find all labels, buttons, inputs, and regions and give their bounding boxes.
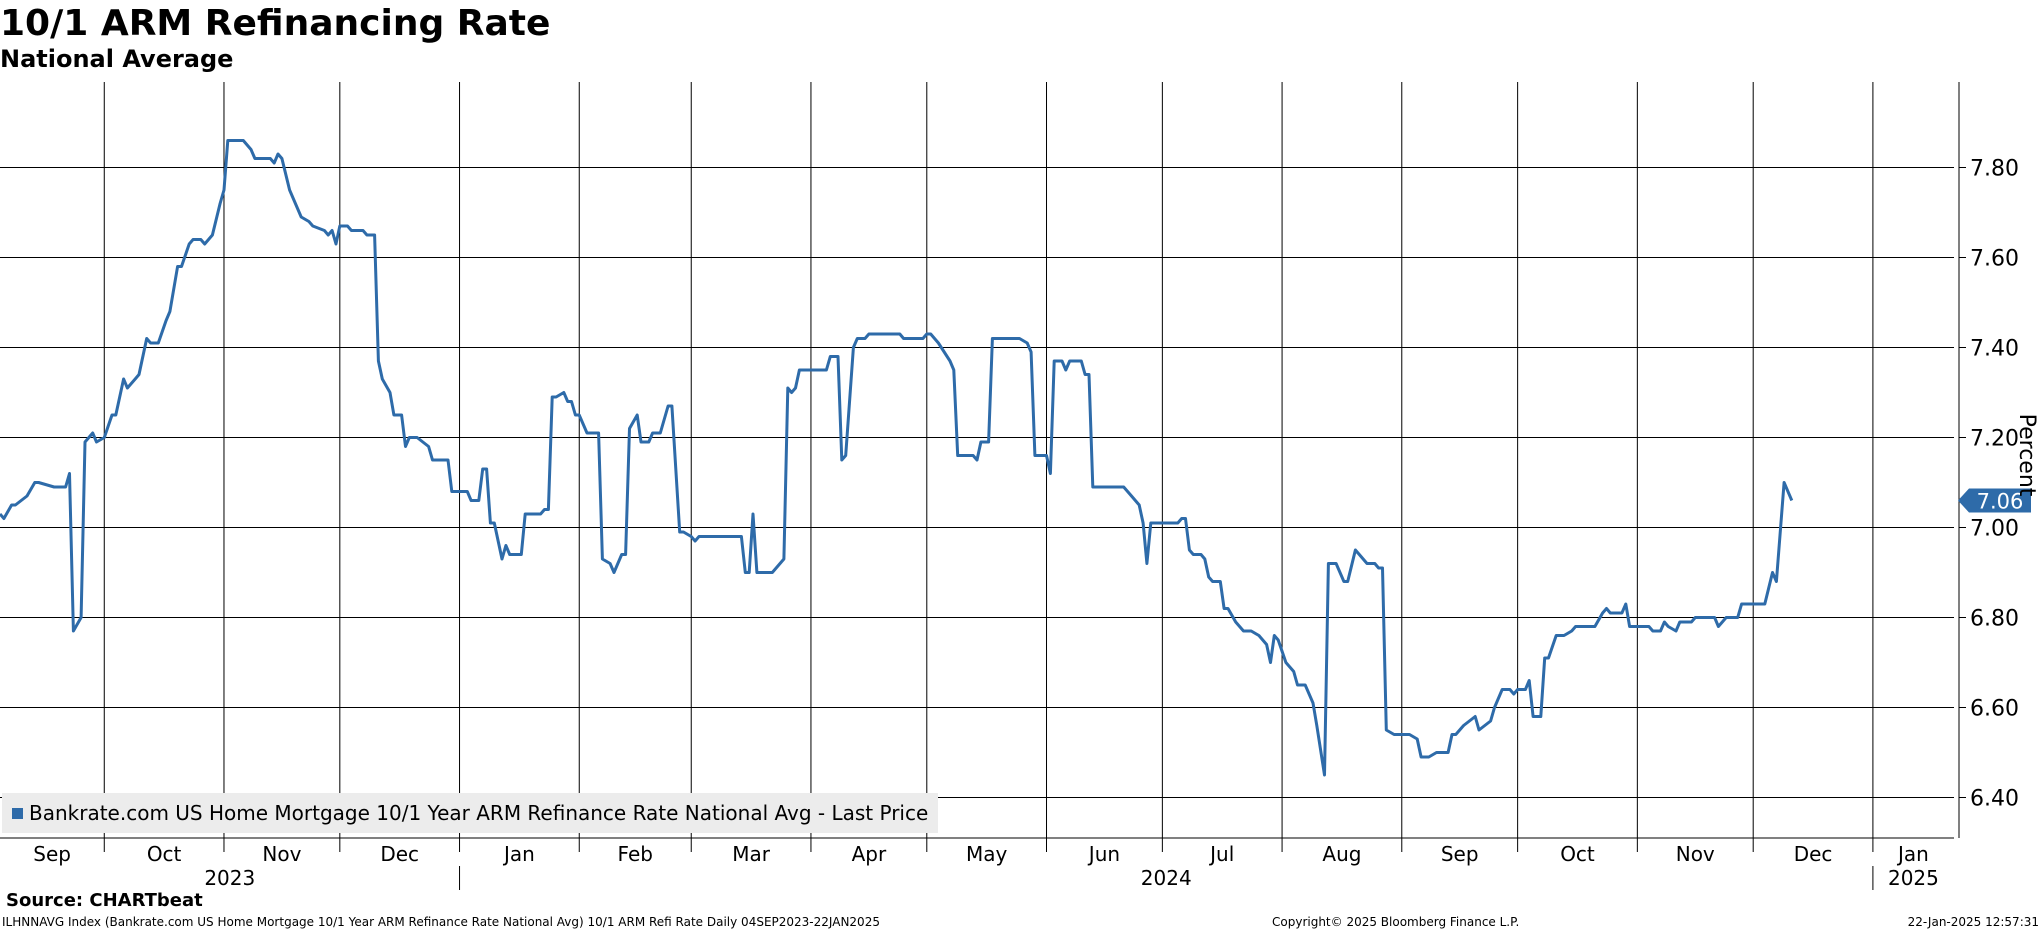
legend-swatch: [12, 807, 23, 819]
legend-label: Bankrate.com US Home Mortgage 10/1 Year …: [29, 801, 929, 825]
last-value-badge: [1958, 488, 2031, 513]
y-tick-label: 6.40: [1970, 787, 2019, 812]
y-axis: 6.40 6.60 6.80 7.00 7.20 7.40 7.60 7.80: [1958, 82, 2019, 838]
last-value-label: 7.06: [1977, 490, 2024, 514]
month-tick-label: Jun: [1087, 842, 1120, 866]
y-tick-label: 6.80: [1970, 607, 2019, 632]
copyright: Copyright© 2025 Bloomberg Finance L.P.: [1272, 915, 1520, 929]
page-subtitle: National Average: [0, 45, 234, 73]
timestamp: 22-Jan-2025 12:57:31: [1907, 915, 2039, 929]
page-title: 10/1 ARM Refinancing Rate: [0, 3, 551, 44]
legend: Bankrate.com US Home Mortgage 10/1 Year …: [2, 793, 939, 833]
y-tick-label: 7.20: [1970, 427, 2019, 452]
year-tick-label: 2024: [1141, 866, 1192, 890]
month-tick-label: Dec: [380, 842, 419, 866]
y-tick-label: 7.60: [1970, 247, 2019, 272]
month-tick-label: Dec: [1794, 842, 1833, 866]
month-tick-label: May: [966, 842, 1008, 866]
year-tick-label: 2025: [1888, 866, 1939, 890]
horizontal-gridlines: [0, 167, 1954, 798]
y-tick-label: 7.80: [1970, 157, 2019, 182]
month-tick-label: Sep: [33, 842, 71, 866]
y-axis-label: Percent: [2014, 414, 2039, 497]
month-tick-label: Jan: [502, 842, 535, 866]
month-tick-label: Mar: [732, 842, 771, 866]
month-tick-label: Nov: [262, 842, 301, 866]
source-note: Source: CHARTbeat: [6, 890, 203, 911]
month-tick-label: Jul: [1208, 842, 1234, 866]
index-info: ILHNNAVG Index (Bankrate.com US Home Mor…: [2, 915, 880, 929]
month-tick-label: Aug: [1322, 842, 1361, 866]
vertical-gridlines: [103, 82, 1874, 838]
month-tick-label: Feb: [618, 842, 653, 866]
month-tick-label: Jan: [1896, 842, 1929, 866]
series-layer: [0, 139, 1794, 777]
month-tick-label: Oct: [147, 842, 182, 866]
last-value-marker: 7.06: [1958, 488, 2031, 514]
x-axis: Sep Oct Nov Dec Jan Feb Mar Apr May Jun Jul Aug Sep O…: [0, 837, 1954, 890]
series-line: [0, 139, 1794, 777]
month-tick-label: Apr: [852, 842, 887, 866]
y-tick-label: 6.60: [1970, 697, 2019, 722]
year-tick-label: 2023: [204, 866, 255, 890]
y-tick-label: 7.40: [1970, 337, 2019, 362]
month-tick-label: Nov: [1676, 842, 1715, 866]
month-tick-label: Sep: [1441, 842, 1479, 866]
month-tick-label: Oct: [1560, 842, 1595, 866]
y-tick-label: 7.00: [1970, 517, 2019, 542]
